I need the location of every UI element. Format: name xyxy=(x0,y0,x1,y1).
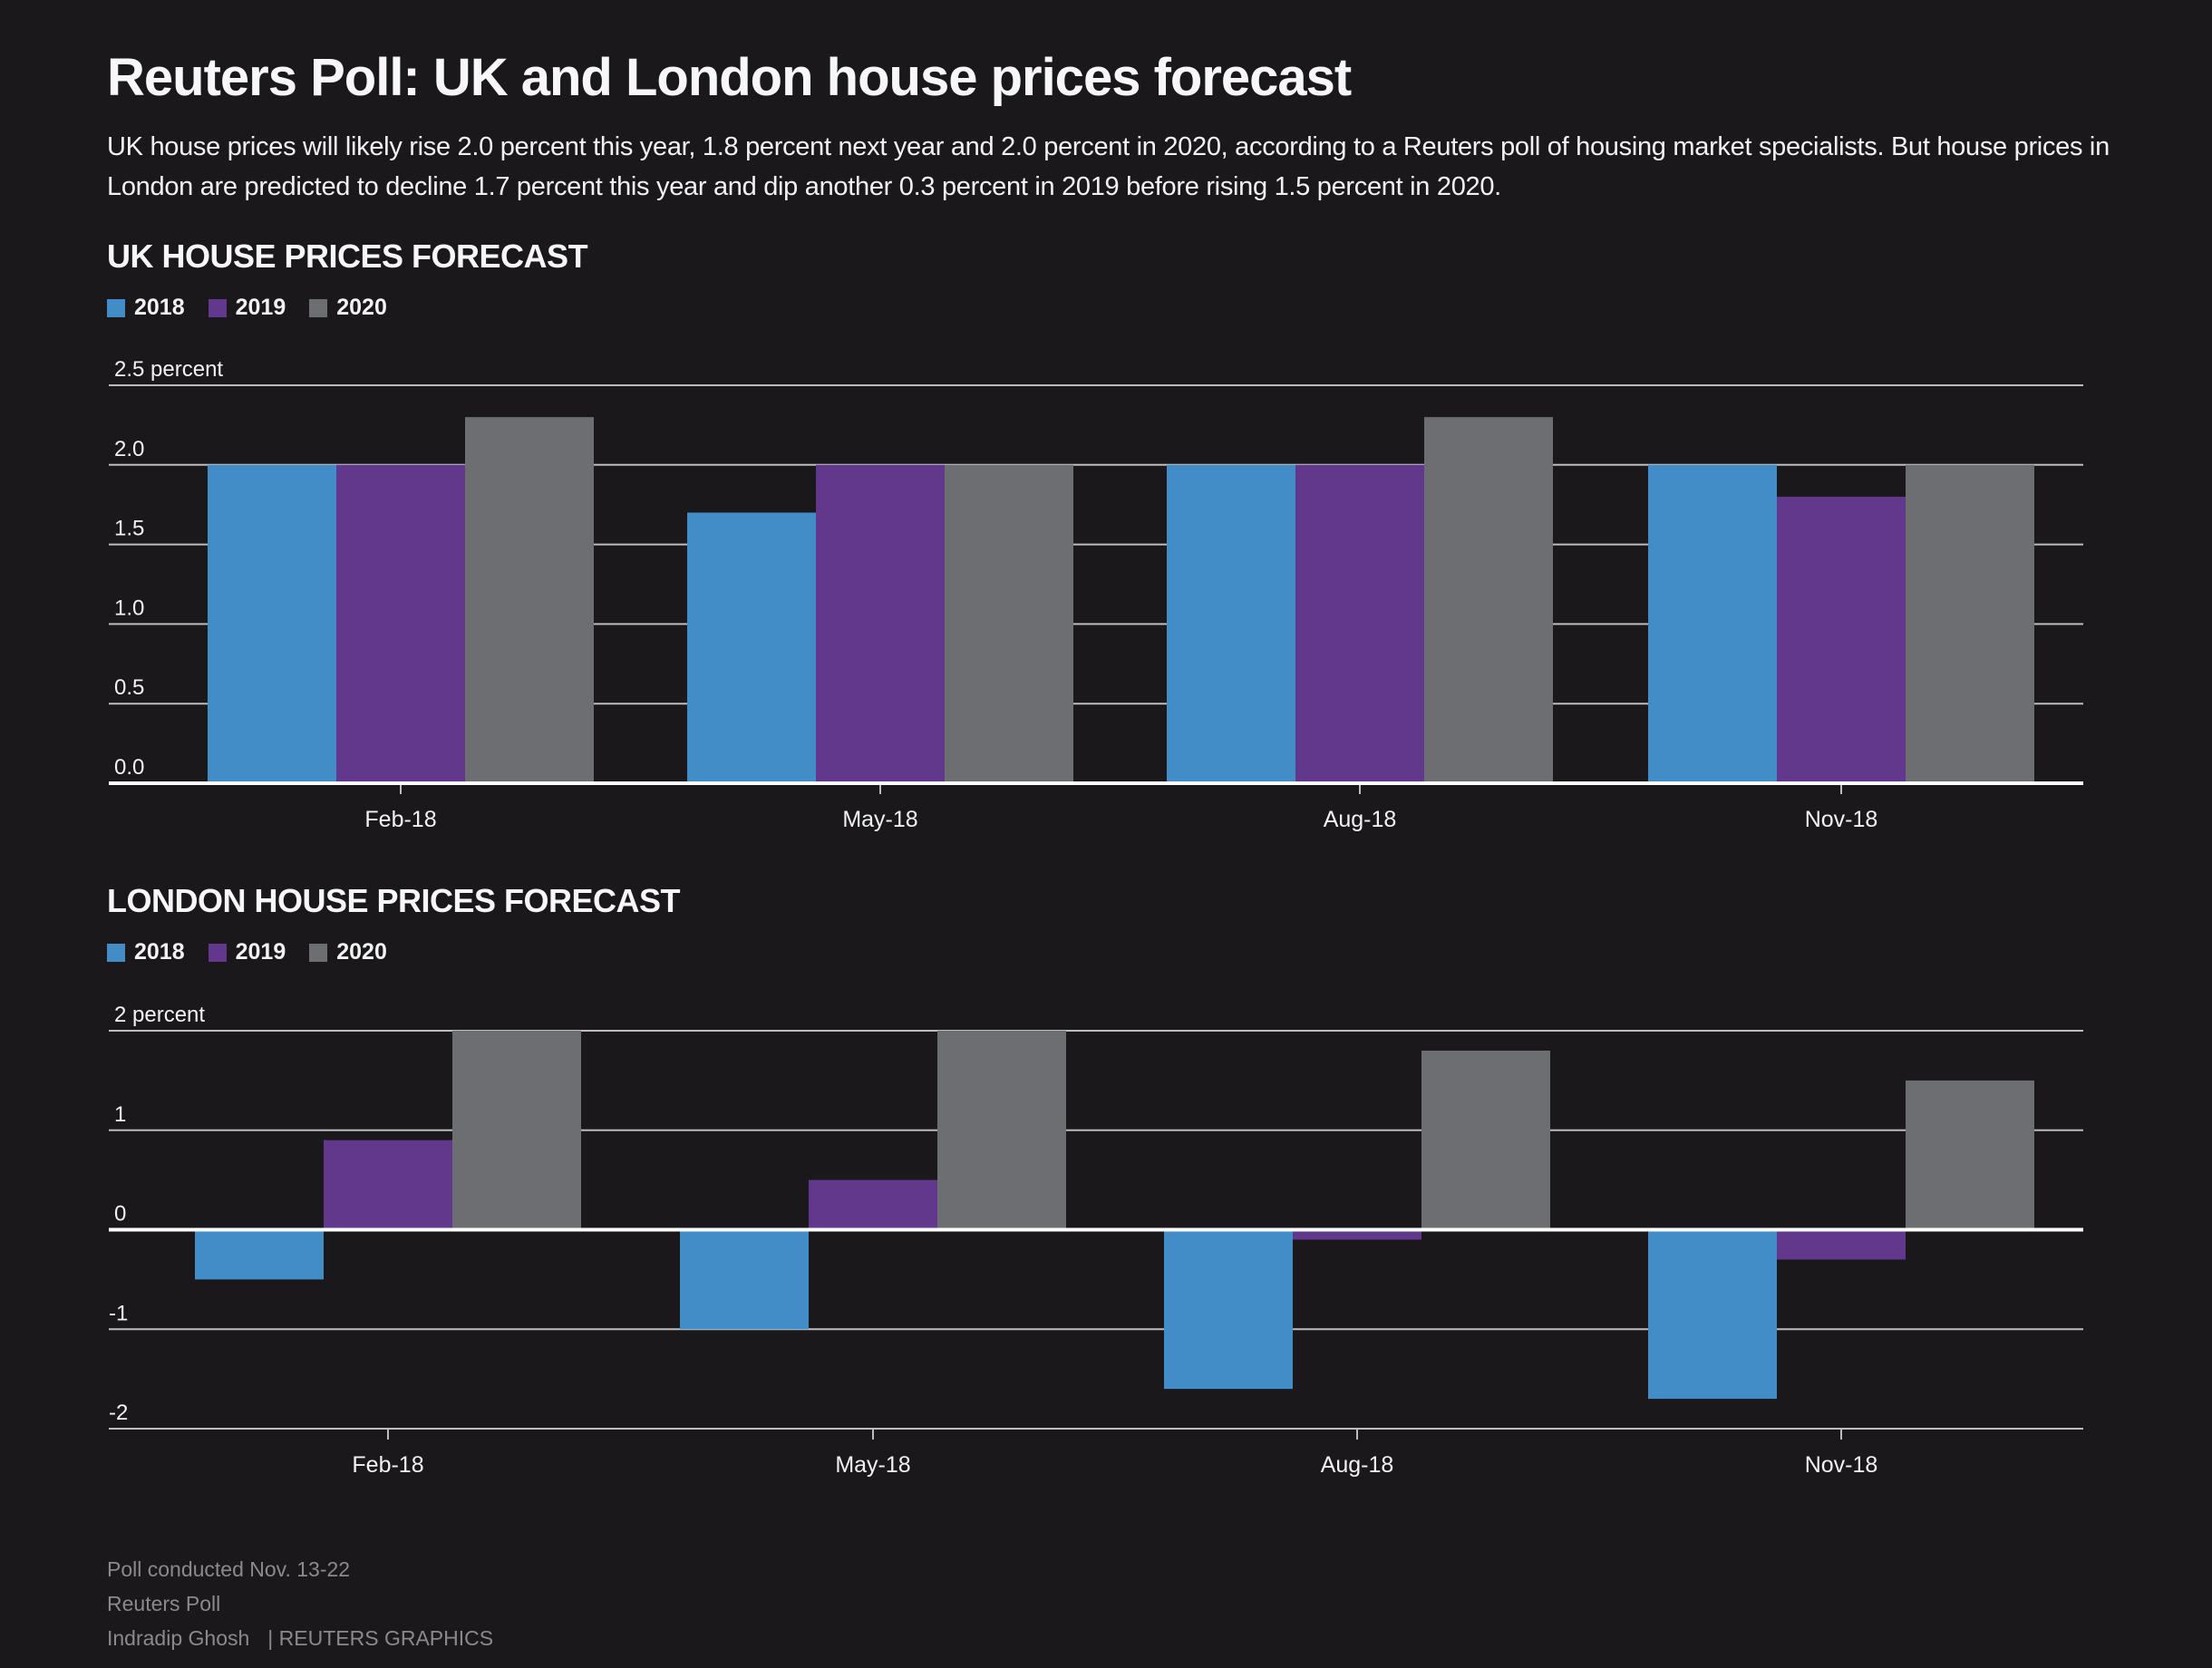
x-tick-label: Aug-18 xyxy=(1324,807,1397,832)
description: UK house prices will likely rise 2.0 per… xyxy=(107,132,2110,201)
bar-2019-Aug-18 xyxy=(1293,1229,1421,1240)
legend-swatch-2020 xyxy=(309,943,328,962)
bar-2019-May-18 xyxy=(809,1179,937,1230)
x-tick-label: Feb-18 xyxy=(352,1452,423,1478)
y-tick-label: -1 xyxy=(109,1301,128,1325)
bar-2020-May-18 xyxy=(937,1031,1066,1230)
legend-label: 2019 xyxy=(235,939,286,965)
y-tick-label: 0 xyxy=(114,1202,126,1227)
legend-swatch-2019 xyxy=(208,943,227,962)
y-tick-label: 1.0 xyxy=(114,596,144,620)
y-tick-label: 1 xyxy=(114,1102,126,1127)
legend-label: 2020 xyxy=(336,939,387,965)
bar-2018-Nov-18 xyxy=(1648,1229,1777,1400)
credit: | REUTERS GRAPHICS xyxy=(267,1626,494,1650)
bar-2019-Aug-18 xyxy=(1295,464,1424,783)
legend-swatch-2018 xyxy=(107,298,125,317)
legend-item-2019: 2019 xyxy=(208,939,286,965)
bar-2018-Feb-18 xyxy=(208,464,336,783)
bar-2020-Nov-18 xyxy=(1906,464,2034,783)
bar-2018-May-18 xyxy=(680,1229,809,1330)
bar-2020-Feb-18 xyxy=(452,1031,581,1230)
bar-2018-Feb-18 xyxy=(195,1229,324,1280)
legend-item-2018: 2018 xyxy=(107,939,185,965)
bar-2018-Aug-18 xyxy=(1164,1229,1293,1390)
legend-swatch-2018 xyxy=(107,943,125,962)
x-tick-label: Nov-18 xyxy=(1805,1452,1878,1478)
x-tick-label: May-18 xyxy=(842,807,917,832)
poll-dates: Poll conducted Nov. 13-22 xyxy=(107,1557,351,1581)
page-title: Reuters Poll: UK and London house prices… xyxy=(107,48,1352,107)
legend-label: 2020 xyxy=(336,295,387,320)
x-tick-label: Nov-18 xyxy=(1805,807,1878,832)
bar-2020-Aug-18 xyxy=(1421,1050,1550,1230)
footer: Poll conducted Nov. 13-22 Reuters Poll I… xyxy=(107,1552,493,1655)
bar-2019-Nov-18 xyxy=(1777,496,1906,783)
london-legend: 2018 2019 2020 xyxy=(107,939,411,965)
bar-2020-Nov-18 xyxy=(1906,1080,2034,1230)
bar-2019-Feb-18 xyxy=(324,1139,452,1230)
bar-2018-Aug-18 xyxy=(1167,464,1295,783)
x-tick-label: May-18 xyxy=(835,1452,910,1478)
legend-item-2018: 2018 xyxy=(107,295,185,321)
bar-2018-May-18 xyxy=(687,512,816,783)
y-tick-label: 0.5 xyxy=(114,675,144,700)
legend-label: 2018 xyxy=(134,939,185,965)
y-tick-label: 2.0 xyxy=(114,437,144,461)
legend-item-2020: 2020 xyxy=(309,939,387,965)
y-tick-label: 0.0 xyxy=(114,755,144,780)
y-tick-label: 2 percent xyxy=(114,1003,205,1027)
bar-2020-Feb-18 xyxy=(465,417,594,783)
source: Reuters Poll xyxy=(107,1592,221,1615)
x-tick-label: Aug-18 xyxy=(1321,1452,1394,1478)
london-bar-chart: -2 -1 0 1 2 percent Feb-18 May-18 Aug-18 Nov-18 xyxy=(109,1003,2083,1478)
legend-label: 2018 xyxy=(134,295,185,320)
uk-chart-title: UK HOUSE PRICES FORECAST xyxy=(107,238,588,275)
bar-2019-Nov-18 xyxy=(1777,1229,1906,1260)
y-tick-label: 2.5 percent xyxy=(114,357,223,382)
bar-2020-Aug-18 xyxy=(1424,417,1553,783)
legend-item-2020: 2020 xyxy=(309,295,387,321)
legend-swatch-2020 xyxy=(309,298,328,317)
byline: Indradip Ghosh | REUTERS GRAPHICS xyxy=(107,1621,493,1655)
legend-item-2019: 2019 xyxy=(208,295,286,321)
author: Indradip Ghosh xyxy=(107,1626,250,1650)
bar-2020-May-18 xyxy=(945,464,1073,783)
uk-legend: 2018 2019 2020 xyxy=(107,295,411,321)
legend-swatch-2019 xyxy=(208,298,227,317)
uk-bar-chart: 0.0 0.5 1.0 1.5 2.0 2.5 percent Feb-18 May-18 Au… xyxy=(109,357,2083,832)
bar-2019-Feb-18 xyxy=(336,464,465,783)
y-tick-label: 1.5 xyxy=(114,517,144,541)
legend-label: 2019 xyxy=(235,295,286,320)
x-tick-label: Feb-18 xyxy=(364,807,436,832)
y-tick-label: -2 xyxy=(109,1401,128,1425)
bar-2018-Nov-18 xyxy=(1648,464,1777,783)
bar-2019-May-18 xyxy=(816,464,945,783)
london-chart-title: LONDON HOUSE PRICES FORECAST xyxy=(107,882,681,919)
